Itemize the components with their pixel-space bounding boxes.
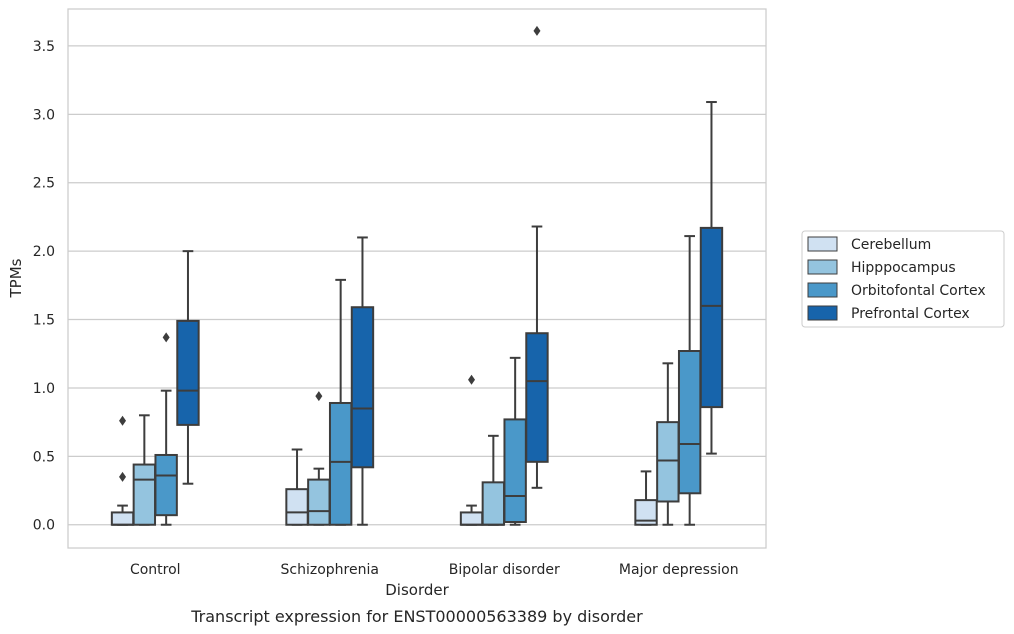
outlier-marker (315, 391, 323, 402)
legend-swatch (807, 282, 838, 298)
y-tick-label: 1.5 (33, 313, 55, 329)
y-tick-label: 2.5 (33, 176, 55, 192)
category-box-group (110, 250, 200, 526)
legend-swatch (807, 236, 838, 252)
legend-frame (801, 230, 1005, 328)
x-tick-label: Bipolar disorder (449, 562, 560, 578)
legend: Cerebellum Hipppocampus Orbitofontal Corte… (801, 230, 1005, 328)
x-axis-title: Disorder (385, 581, 449, 599)
category-box-group (459, 25, 549, 526)
box (503, 418, 527, 524)
legend-swatch (807, 259, 838, 275)
plot-area-frame (67, 8, 767, 549)
outlier-marker (533, 25, 541, 36)
box (307, 478, 331, 526)
legend-label: Prefrontal Cortex (851, 306, 970, 322)
box (132, 463, 157, 526)
box (350, 306, 375, 469)
figure-caption: Transcript expression for ENST0000056338… (190, 607, 643, 626)
legend-swatch (807, 305, 838, 321)
box (176, 319, 200, 426)
y-tick-label: 3.5 (33, 39, 55, 55)
x-tick-labels: Control Schizophrenia Bipolar disorder Majo… (130, 562, 739, 578)
x-tick-label: Control (130, 562, 181, 578)
outlier-marker (162, 332, 170, 343)
category-box-group (634, 101, 724, 526)
box (459, 511, 484, 526)
legend-label: Hipppocampus (851, 260, 956, 276)
outlier-marker (119, 471, 127, 482)
legend-label: Cerebellum (851, 237, 931, 253)
x-tick-label: Major depression (619, 562, 739, 578)
legend-label: Orbitofontal Cortex (851, 283, 986, 299)
category-box-group (285, 236, 375, 526)
y-tick-label: 0.0 (33, 518, 55, 534)
x-tick-label: Schizophrenia (281, 562, 379, 578)
box (328, 401, 353, 526)
y-tick-label: 1.0 (33, 381, 55, 397)
box (699, 226, 724, 409)
box (481, 481, 506, 526)
box (525, 332, 549, 463)
y-axis-title: TPMs (7, 258, 25, 298)
y-tick-label: 2.0 (33, 244, 55, 260)
box-groups (110, 25, 724, 526)
box (110, 511, 135, 526)
outlier-marker (119, 415, 127, 426)
y-tick-label: 3.0 (33, 107, 55, 123)
box (285, 488, 309, 526)
y-tick-label: 0.5 (33, 449, 55, 465)
box (634, 499, 658, 526)
box (656, 421, 680, 503)
outlier-marker (468, 374, 476, 385)
y-tick-labels: 0.0 0.5 1.0 1.5 2.0 2.5 3.0 3.5 (33, 39, 55, 534)
box (677, 350, 702, 495)
box (154, 453, 178, 517)
